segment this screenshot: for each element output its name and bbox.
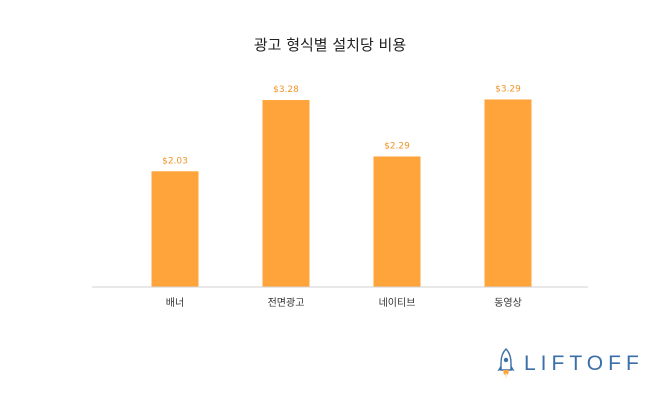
labels-layer: $2.03 배너 $3.28 전면광고 $2.29 네이티브 $3.29 동영상 [162, 84, 522, 309]
bar-3 [373, 156, 421, 287]
bar-1 [151, 171, 199, 287]
bar-value-label: $2.03 [162, 156, 188, 166]
liftoff-logo: LIFTOFF [496, 348, 644, 380]
logo-text: LIFTOFF [524, 352, 644, 375]
bar-value-label: $3.28 [273, 85, 299, 95]
bars-layer [151, 99, 532, 287]
category-label: 전면광고 [268, 297, 305, 309]
bar-value-label: $2.29 [384, 141, 410, 151]
category-label: 배너 [166, 297, 184, 309]
bar-value-label: $3.29 [495, 84, 521, 94]
rocket-icon [497, 348, 515, 379]
category-label: 네이티브 [379, 297, 416, 309]
chart-title: 광고 형식별 설치당 비용 [253, 36, 407, 54]
category-label: 동영상 [494, 297, 522, 309]
bar-2 [262, 100, 310, 287]
bar-4 [484, 99, 532, 287]
